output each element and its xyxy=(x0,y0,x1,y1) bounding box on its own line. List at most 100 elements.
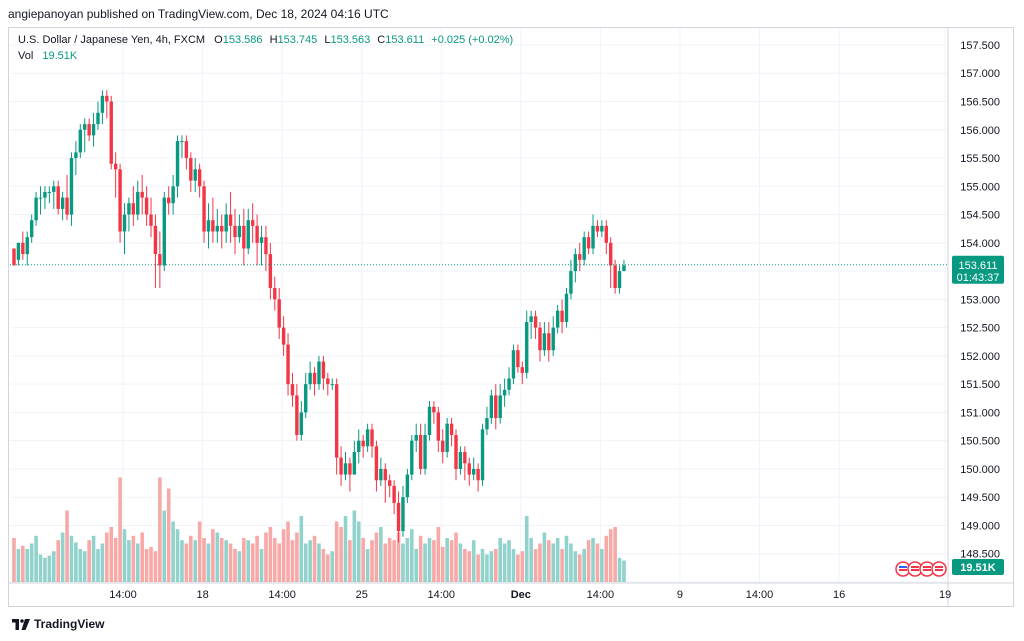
volume-bar xyxy=(383,543,388,582)
low-label: L xyxy=(324,34,331,46)
footer-brand[interactable]: TradingView xyxy=(12,617,104,631)
candle-body xyxy=(560,310,564,322)
candle-body xyxy=(516,350,520,368)
event-flag-icon[interactable] xyxy=(931,561,947,577)
event-flag-stripe xyxy=(911,566,919,568)
volume-tag xyxy=(952,559,1004,575)
candle-body xyxy=(414,435,418,441)
candle-body xyxy=(233,225,237,238)
candle-body xyxy=(149,214,153,226)
volume-bar xyxy=(202,538,206,582)
candle xyxy=(401,485,405,537)
event-flag-stripe xyxy=(911,569,919,571)
candle xyxy=(136,180,140,221)
candle xyxy=(206,203,211,249)
event-flag-icon[interactable] xyxy=(919,561,935,577)
candle xyxy=(326,372,330,396)
candle-body xyxy=(131,203,136,215)
candle xyxy=(471,457,476,481)
volume-bar xyxy=(158,477,162,582)
candle-body xyxy=(485,418,489,430)
candle xyxy=(405,468,410,503)
candle xyxy=(127,197,131,232)
candle xyxy=(609,237,613,289)
candle-body xyxy=(21,242,25,255)
candle xyxy=(370,423,374,458)
candle xyxy=(573,248,578,283)
volume-bar xyxy=(91,535,96,582)
volume-bar xyxy=(197,521,202,582)
candle-body xyxy=(113,163,118,170)
candle xyxy=(91,112,96,147)
volume-bar xyxy=(463,549,467,582)
candle xyxy=(569,259,573,300)
candle xyxy=(268,242,273,300)
candle xyxy=(304,372,308,419)
volume-bar xyxy=(171,521,175,582)
volume-bar xyxy=(144,549,149,582)
price-tick-label: 156.000 xyxy=(960,125,1000,137)
candle-body xyxy=(604,225,608,243)
volume-bar xyxy=(264,532,268,582)
candle xyxy=(290,372,295,407)
volume-bar xyxy=(184,543,189,582)
candle xyxy=(432,401,436,424)
candle-body xyxy=(69,158,74,215)
candle-body xyxy=(277,299,281,328)
candle-body xyxy=(388,480,392,486)
footer-brand-label: TradingView xyxy=(34,617,105,631)
volume-bar xyxy=(246,540,251,582)
candle-body xyxy=(87,124,91,136)
candle xyxy=(52,180,56,209)
volume-bar xyxy=(250,543,255,582)
price-tick-label: 153.000 xyxy=(960,294,1000,306)
candle-body xyxy=(47,191,52,193)
time-tick-label: Dec xyxy=(511,589,531,601)
volume-bar xyxy=(538,543,542,582)
time-tick-label: 14:00 xyxy=(268,589,296,601)
volume-bar xyxy=(78,549,83,582)
volume-bar xyxy=(166,488,171,582)
candle xyxy=(454,429,458,481)
volume-bar xyxy=(56,540,60,582)
candle-body xyxy=(215,225,220,232)
candle-body xyxy=(525,321,529,373)
volume-label: Vol xyxy=(18,50,34,62)
volume-series xyxy=(12,477,626,582)
candle-body xyxy=(308,372,312,385)
chart-frame xyxy=(8,27,1014,607)
volume-bar xyxy=(118,477,122,582)
candle xyxy=(220,214,224,249)
candle-body xyxy=(290,384,295,396)
candle-body xyxy=(109,101,113,164)
price-tick-label: 157.500 xyxy=(960,40,1000,52)
candle xyxy=(374,440,379,492)
volume-bar xyxy=(480,549,485,582)
price-tick-label: 150.000 xyxy=(960,464,1000,476)
candle xyxy=(100,90,105,125)
candle-body xyxy=(56,186,60,209)
candle-body xyxy=(410,440,414,475)
volume-bar xyxy=(224,540,228,582)
time-tick-label: 14:00 xyxy=(746,589,774,601)
open-label: O xyxy=(214,34,223,46)
candle-body xyxy=(520,367,524,373)
volume-bar xyxy=(476,554,480,582)
event-flag-icon[interactable] xyxy=(907,561,923,577)
volume-bar xyxy=(423,543,427,582)
volume-bar xyxy=(339,527,343,582)
candle-body xyxy=(622,265,626,272)
symbol-name: U.S. Dollar / Japanese Yen, 4h, FXCM xyxy=(18,34,206,46)
event-flag-stripe xyxy=(935,566,943,568)
candle xyxy=(12,248,16,266)
candle-body xyxy=(339,457,343,475)
high-value: 153.745 xyxy=(277,34,318,46)
candle-body xyxy=(357,440,361,452)
candle-body xyxy=(167,197,171,204)
candle xyxy=(529,310,533,339)
candle-body xyxy=(60,197,65,209)
candle-body xyxy=(140,191,144,198)
candle-body xyxy=(361,440,365,447)
candle-body xyxy=(220,225,224,232)
